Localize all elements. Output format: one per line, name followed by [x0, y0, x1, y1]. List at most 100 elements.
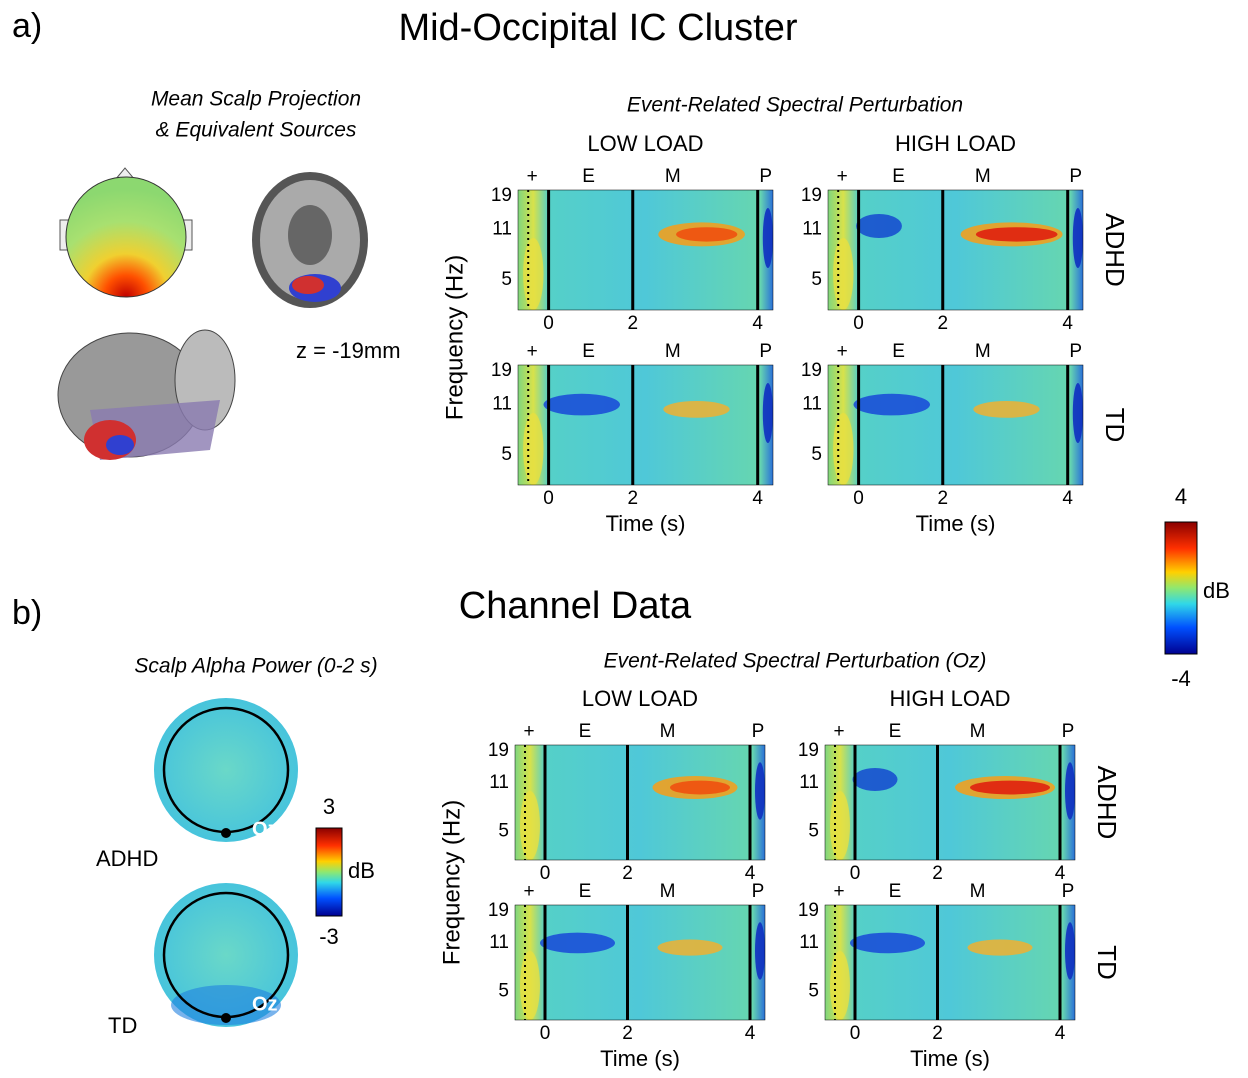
colorbar: [1165, 522, 1197, 654]
y-tick-label: 11: [489, 772, 509, 793]
x-tick-label: 4: [752, 488, 763, 509]
electrode-label: Oz: [252, 993, 278, 1015]
heatmap-feature: [676, 227, 737, 241]
x-tick-label: 0: [850, 863, 861, 884]
event-label: +: [837, 166, 848, 187]
y-tick-label: 5: [811, 269, 822, 290]
event-label: M: [970, 881, 986, 902]
y-tick-label: 19: [488, 900, 509, 921]
x-tick-label: 4: [1062, 313, 1073, 334]
x-tick-label: 2: [932, 863, 943, 884]
y-tick-label: 5: [501, 444, 512, 465]
colorbar-max: 3: [323, 794, 335, 819]
x-tick-label: 2: [622, 1023, 633, 1044]
event-label: +: [527, 166, 538, 187]
event-label: P: [1062, 721, 1075, 742]
event-label: +: [833, 881, 844, 902]
event-label: E: [582, 166, 595, 187]
heatmap: [828, 190, 1083, 310]
event-label: M: [660, 721, 676, 742]
heatmap: [825, 745, 1075, 860]
heatmap-feature: [853, 768, 898, 791]
x-tick-label: 2: [622, 863, 633, 884]
heatmap-feature: [830, 951, 850, 1020]
event-label: P: [1069, 341, 1082, 362]
x-tick-label: 2: [937, 313, 948, 334]
figure: a) Mid-Occipital IC Cluster Mean Scalp P…: [0, 0, 1248, 1078]
event-label: E: [579, 721, 592, 742]
event-label: M: [975, 341, 991, 362]
heatmap-feature: [976, 227, 1058, 241]
x-axis-label: Time (s): [916, 511, 996, 536]
ersp-title: Event-Related Spectral Perturbation (Oz): [604, 650, 987, 673]
heatmap-feature: [523, 413, 543, 485]
colorbar-min: -3: [319, 924, 339, 949]
heatmap: [518, 190, 773, 310]
event-label: +: [523, 881, 534, 902]
x-tick-label: 2: [627, 313, 638, 334]
heatmap-feature: [1065, 762, 1075, 820]
heatmap-feature: [1065, 922, 1075, 980]
y-tick-label: 19: [798, 740, 819, 761]
x-tick-label: 0: [543, 488, 554, 509]
x-tick-label: 0: [543, 313, 554, 334]
y-tick-label: 11: [492, 219, 512, 240]
heatmap-feature: [1073, 383, 1083, 443]
scalp-label: TD: [108, 1013, 137, 1038]
event-label: +: [523, 721, 534, 742]
event-label: P: [752, 881, 765, 902]
x-tick-label: 0: [540, 1023, 551, 1044]
event-label: +: [837, 341, 848, 362]
colorbar-min: -4: [1171, 666, 1191, 691]
heatmap-feature: [833, 238, 853, 310]
y-tick-label: 11: [799, 772, 819, 793]
event-label: P: [1062, 881, 1075, 902]
heatmap-feature: [670, 781, 730, 795]
row-label: TD: [1100, 408, 1130, 443]
y-tick-label: 11: [802, 394, 822, 415]
heatmap-feature: [854, 394, 931, 416]
event-label: E: [579, 881, 592, 902]
x-tick-label: 0: [853, 313, 864, 334]
x-tick-label: 4: [1062, 488, 1073, 509]
y-tick-label: 5: [501, 269, 512, 290]
row-label: ADHD: [1092, 766, 1122, 840]
heatmap-feature: [755, 922, 765, 980]
heatmap-feature: [833, 413, 853, 485]
event-label: M: [665, 166, 681, 187]
scalp-label: ADHD: [96, 846, 158, 871]
column-label: HIGH LOAD: [889, 686, 1010, 711]
panel-title: Channel Data: [459, 585, 692, 627]
heatmap-feature: [520, 951, 540, 1020]
scalp-title: & Equivalent Sources: [156, 119, 357, 142]
x-axis-label: Time (s): [910, 1046, 990, 1071]
row-label: ADHD: [1100, 213, 1130, 287]
y-tick-label: 11: [802, 219, 822, 240]
heatmap-feature: [1073, 208, 1083, 268]
panel-title: Mid-Occipital IC Cluster: [398, 7, 797, 49]
colorbar: [316, 828, 342, 916]
event-label: P: [759, 166, 772, 187]
y-axis-label: Frequency (Hz): [438, 800, 465, 965]
y-tick-label: 11: [492, 394, 512, 415]
heatmap-feature: [850, 933, 925, 954]
x-tick-label: 0: [540, 863, 551, 884]
scalp-title: Mean Scalp Projection: [151, 88, 361, 111]
event-label: +: [527, 341, 538, 362]
x-tick-label: 2: [932, 1023, 943, 1044]
heatmap-feature: [540, 933, 615, 954]
event-label: M: [970, 721, 986, 742]
heatmap-feature: [658, 940, 723, 956]
y-tick-label: 5: [808, 980, 819, 1001]
event-label: P: [759, 341, 772, 362]
z-label: z = -19mm: [296, 338, 401, 363]
x-tick-label: 4: [1055, 1023, 1066, 1044]
panel-label: b): [12, 594, 42, 632]
heatmap-feature: [763, 208, 773, 268]
event-label: +: [833, 721, 844, 742]
heatmap-feature: [970, 781, 1050, 795]
event-label: M: [660, 881, 676, 902]
panel-label: a): [12, 7, 42, 45]
x-tick-label: 0: [850, 1023, 861, 1044]
heatmap-feature: [763, 383, 773, 443]
